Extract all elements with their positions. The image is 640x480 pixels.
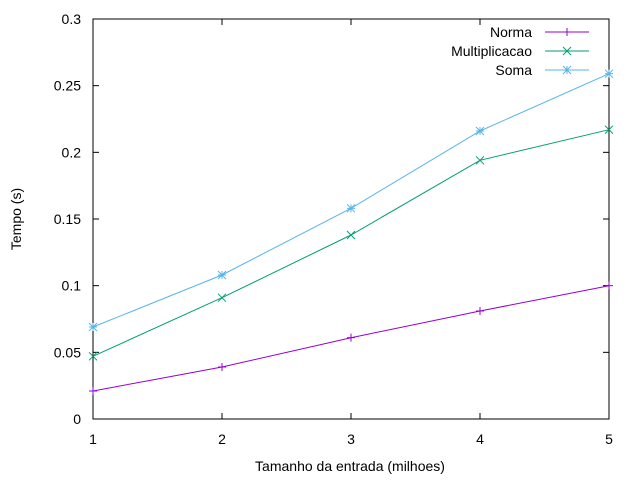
y-tick-label: 0.3 <box>62 11 82 27</box>
plot-frame <box>92 18 610 420</box>
plot-axes: 0 0.05 0.1 0.15 0.2 0.25 0.3 1 2 3 4 5 <box>54 11 613 447</box>
series-line-multiplicacao <box>92 129 610 357</box>
data-point <box>217 270 227 280</box>
data-point <box>563 28 571 36</box>
x-tick-label: 4 <box>476 431 484 447</box>
legend: Norma Multiplicacao Soma <box>451 24 589 78</box>
data-point <box>346 203 356 213</box>
x-tick-label: 1 <box>89 431 97 447</box>
data-point <box>475 155 485 165</box>
data-point <box>88 351 98 361</box>
data-point <box>347 333 355 342</box>
data-point <box>217 293 227 303</box>
series-line-soma <box>92 73 610 328</box>
data-point <box>89 387 97 395</box>
x-tick-label: 3 <box>347 431 355 447</box>
x-tick-label: 5 <box>605 431 613 447</box>
data-point <box>562 46 572 56</box>
data-point <box>604 125 614 135</box>
x-tick-label: 2 <box>218 431 226 447</box>
y-tick-label: 0.25 <box>54 78 81 94</box>
data-point <box>605 281 613 290</box>
data-point <box>476 307 484 315</box>
y-tick-label: 0 <box>73 411 81 427</box>
data-point <box>562 65 572 75</box>
y-tick-label: 0.1 <box>62 278 82 294</box>
x-axis-label: Tamanho da entrada (milhoes) <box>255 458 445 474</box>
y-tick-label: 0.2 <box>62 144 82 160</box>
legend-label: Soma <box>495 62 532 78</box>
y-tick-label: 0.15 <box>54 211 81 227</box>
data-point <box>346 230 356 240</box>
series-layer <box>88 69 614 395</box>
data-point <box>604 69 614 79</box>
legend-label: Multiplicacao <box>451 43 532 59</box>
data-point <box>218 363 226 371</box>
data-point <box>88 322 98 332</box>
y-axis-label: Tempo (s) <box>8 188 24 250</box>
legend-label: Norma <box>490 24 532 40</box>
y-tick-label: 0.05 <box>54 344 81 360</box>
data-point <box>475 126 485 136</box>
